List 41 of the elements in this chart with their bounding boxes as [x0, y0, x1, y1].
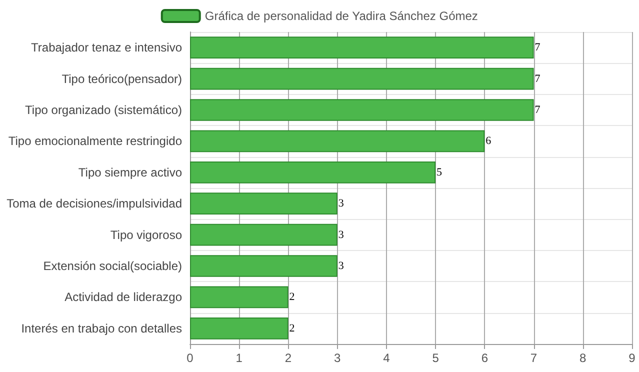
bar — [190, 36, 534, 59]
data-label: 6 — [486, 135, 492, 148]
x-tick-label: 4 — [383, 351, 390, 365]
data-label: 7 — [534, 72, 541, 85]
data-label: 5 — [436, 166, 443, 178]
data-label: 3 — [338, 228, 344, 241]
bar — [190, 192, 338, 215]
x-tick-label: 8 — [580, 351, 587, 365]
bar — [190, 255, 338, 277]
y-tick-label: Tipo organizado (sistemático) — [25, 103, 182, 117]
data-label: 2 — [289, 322, 295, 334]
x-tick-label: 3 — [334, 351, 341, 365]
bar — [190, 317, 288, 340]
y-tick-label: Extensión social(sociable) — [43, 259, 182, 273]
x-tick-label: 1 — [236, 351, 243, 365]
data-label: 2 — [289, 291, 295, 304]
y-tick-label: Tipo emocionalmente restringido — [8, 134, 182, 148]
data-label: 3 — [338, 260, 344, 272]
data-label: 7 — [534, 104, 541, 116]
bar — [190, 68, 534, 90]
y-tick-label: Interés en trabajo con detalles — [21, 321, 182, 336]
y-tick-label: Trabajador tenaz e intensivo — [31, 40, 182, 55]
x-tick-label: 9 — [628, 351, 636, 365]
y-tick-label: Tipo vigoroso — [110, 228, 182, 242]
x-tick-label: 2 — [284, 351, 292, 365]
data-label: 7 — [534, 42, 541, 54]
y-tick-label: Tipo teórico(pensador) — [62, 72, 182, 86]
x-tick-label: 6 — [481, 351, 488, 365]
bar — [190, 130, 485, 152]
data-label: 3 — [338, 198, 344, 210]
legend-label: Gráfica de personalidad de Yadira Sánchez Gómez — [204, 9, 478, 23]
y-tick-label: Actividad de liderazgo — [64, 290, 182, 304]
bar — [190, 224, 338, 246]
bar — [190, 161, 436, 184]
x-tick-label: 5 — [432, 351, 440, 365]
x-tick-label: 0 — [186, 351, 194, 365]
bar — [190, 99, 534, 121]
y-tick-label: Tipo siempre activo — [78, 165, 182, 180]
y-tick-label: Toma de decisiones/impulsividad — [6, 196, 182, 211]
bar — [190, 286, 288, 308]
x-tick-label: 7 — [530, 351, 538, 365]
